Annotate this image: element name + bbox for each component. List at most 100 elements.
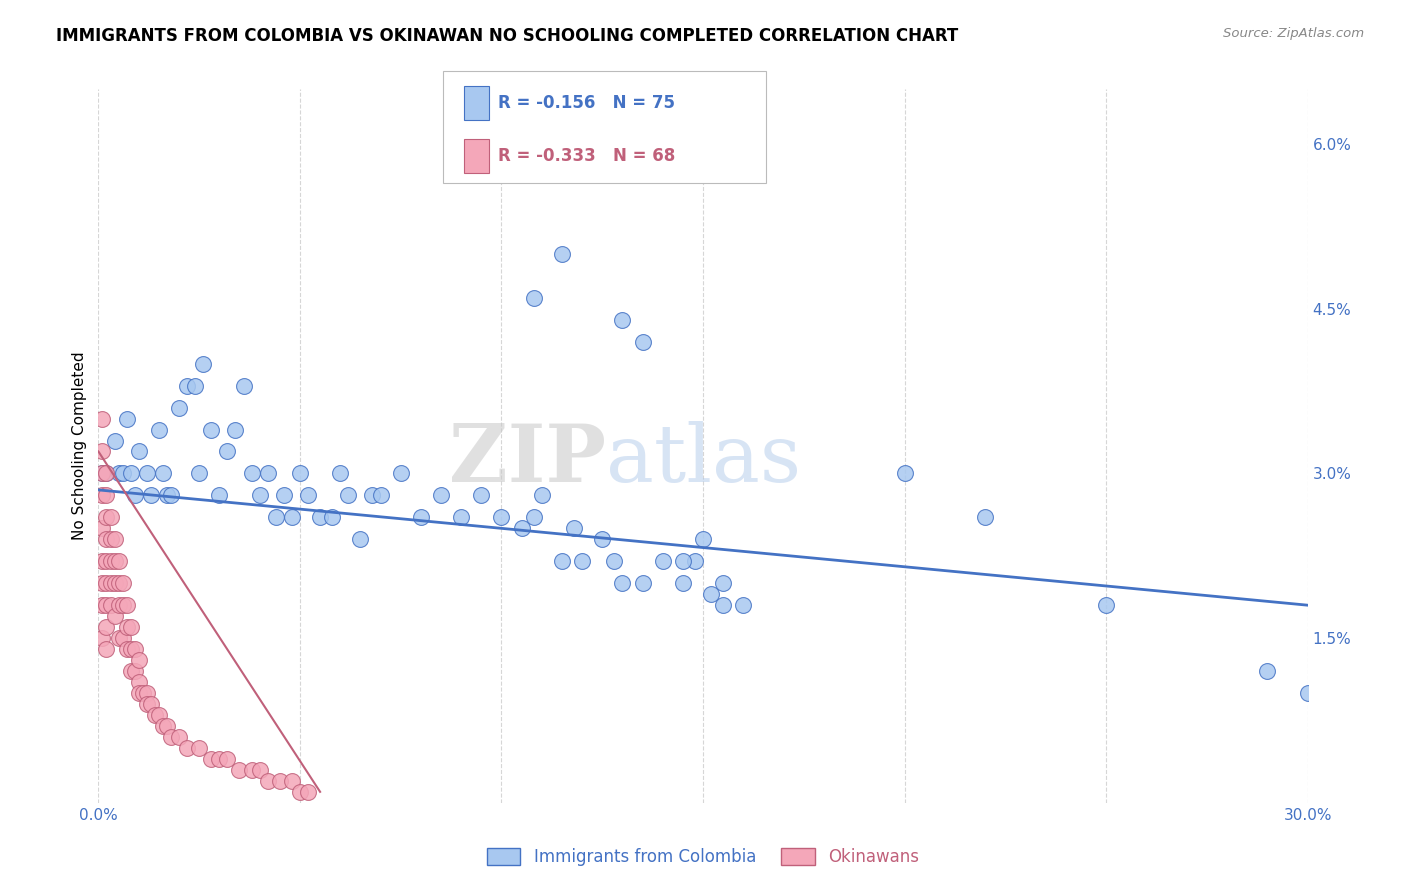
Point	[96, 554, 118, 568]
Point	[111, 467, 134, 481]
Point	[551, 247, 574, 261]
Point	[124, 642, 146, 657]
Point	[217, 444, 239, 458]
Point	[470, 488, 492, 502]
Point	[91, 521, 114, 535]
Point	[1296, 686, 1319, 700]
Point	[571, 159, 593, 173]
Point	[100, 598, 122, 612]
Point	[631, 576, 654, 591]
Point	[288, 467, 311, 481]
Point	[321, 510, 343, 524]
Point	[107, 631, 129, 645]
Point	[120, 642, 142, 657]
Text: R = -0.333   N = 68: R = -0.333 N = 68	[498, 147, 675, 165]
Point	[450, 510, 472, 524]
Point	[167, 401, 190, 415]
Point	[273, 488, 295, 502]
Point	[91, 444, 114, 458]
Point	[256, 467, 278, 481]
Point	[224, 423, 246, 437]
Point	[132, 686, 155, 700]
Point	[96, 488, 118, 502]
Point	[156, 719, 179, 733]
Point	[571, 554, 593, 568]
Text: Source: ZipAtlas.com: Source: ZipAtlas.com	[1223, 27, 1364, 40]
Point	[281, 510, 304, 524]
Point	[135, 686, 157, 700]
Point	[562, 521, 585, 535]
Point	[91, 467, 114, 481]
Point	[361, 488, 384, 502]
Point	[176, 378, 198, 392]
Point	[139, 697, 162, 711]
Point	[107, 467, 129, 481]
Point	[100, 510, 122, 524]
Point	[100, 554, 122, 568]
Point	[510, 521, 533, 535]
Point	[297, 488, 319, 502]
Text: IMMIGRANTS FROM COLOMBIA VS OKINAWAN NO SCHOOLING COMPLETED CORRELATION CHART: IMMIGRANTS FROM COLOMBIA VS OKINAWAN NO …	[56, 27, 959, 45]
Point	[176, 740, 198, 755]
Point	[974, 510, 997, 524]
Point	[96, 510, 118, 524]
Text: ZIP: ZIP	[450, 421, 606, 500]
Point	[111, 576, 134, 591]
Point	[115, 642, 138, 657]
Point	[111, 631, 134, 645]
Point	[281, 773, 304, 788]
Point	[672, 576, 695, 591]
Point	[200, 423, 222, 437]
Point	[700, 587, 723, 601]
Point	[228, 763, 250, 777]
Point	[612, 576, 634, 591]
Point	[208, 752, 231, 766]
Point	[111, 598, 134, 612]
Point	[329, 467, 352, 481]
Point	[249, 763, 271, 777]
Point	[135, 697, 157, 711]
Point	[96, 642, 118, 657]
Point	[139, 488, 162, 502]
Point	[530, 488, 553, 502]
Point	[188, 467, 211, 481]
Point	[337, 488, 360, 502]
Point	[107, 598, 129, 612]
Point	[612, 312, 634, 326]
Point	[96, 576, 118, 591]
Point	[672, 554, 695, 568]
Point	[120, 467, 142, 481]
Point	[91, 411, 114, 425]
Point	[120, 620, 142, 634]
Point	[160, 488, 183, 502]
Point	[711, 598, 734, 612]
Point	[389, 467, 412, 481]
Point	[128, 653, 150, 667]
Point	[107, 576, 129, 591]
Y-axis label: No Schooling Completed: No Schooling Completed	[72, 351, 87, 541]
Point	[128, 444, 150, 458]
Point	[103, 434, 125, 448]
Point	[683, 554, 706, 568]
Point	[107, 554, 129, 568]
Point	[217, 752, 239, 766]
Point	[96, 467, 118, 481]
Point	[256, 773, 278, 788]
Point	[184, 378, 207, 392]
Point	[430, 488, 453, 502]
Point	[152, 467, 174, 481]
Point	[523, 291, 546, 305]
Point	[115, 598, 138, 612]
Point	[148, 423, 170, 437]
Point	[96, 598, 118, 612]
Point	[1095, 598, 1118, 612]
Text: atlas: atlas	[606, 421, 801, 500]
Point	[100, 533, 122, 547]
Point	[551, 554, 574, 568]
Point	[1256, 664, 1278, 678]
Point	[91, 631, 114, 645]
Point	[96, 620, 118, 634]
Point	[309, 510, 332, 524]
Point	[269, 773, 291, 788]
Point	[96, 467, 118, 481]
